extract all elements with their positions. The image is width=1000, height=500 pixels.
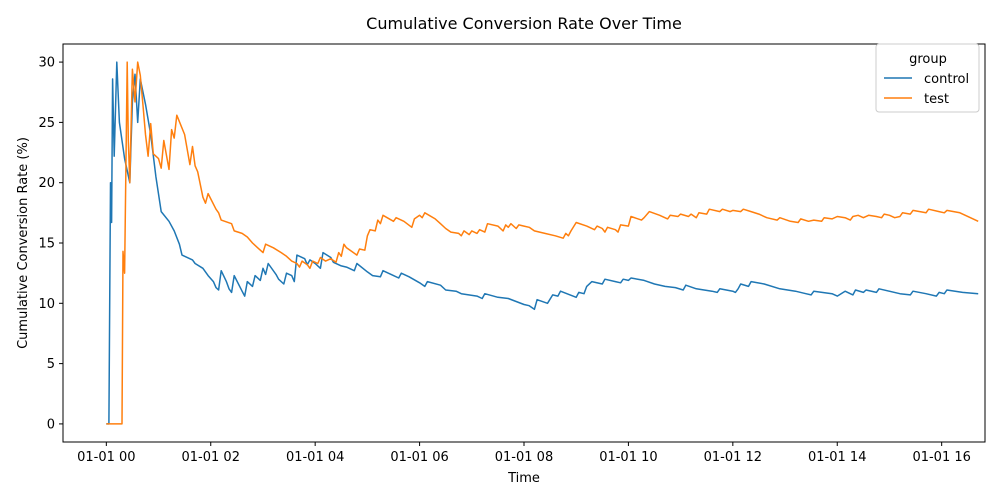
y-tick-label: 10 xyxy=(38,297,55,312)
x-axis-label: Time xyxy=(507,471,540,486)
y-tick-label: 30 xyxy=(38,56,55,71)
x-tick-label: 01-01 10 xyxy=(599,450,657,465)
x-tick-label: 01-01 14 xyxy=(808,450,866,465)
legend-title: group xyxy=(909,52,947,67)
x-axis: 01-01 00 01-01 02 01-01 04 01-01 06 01-01 08… xyxy=(77,442,971,465)
chart-title: Cumulative Conversion Rate Over Time xyxy=(366,14,682,33)
series-layer xyxy=(106,61,979,425)
x-tick-label: 01-01 16 xyxy=(912,450,970,465)
x-tick-label: 01-01 04 xyxy=(286,450,344,465)
legend-label-control: control xyxy=(924,72,969,87)
legend: group control test xyxy=(875,43,980,113)
x-tick-label: 01-01 06 xyxy=(390,450,448,465)
legend-box xyxy=(875,43,980,113)
x-tick-label: 01-01 08 xyxy=(495,450,553,465)
series-line-test xyxy=(106,61,979,425)
y-tick-label: 20 xyxy=(38,176,55,191)
y-axis: 0 5 10 15 20 25 30 xyxy=(38,56,63,432)
legend-label-test: test xyxy=(924,92,949,107)
y-tick-label: 15 xyxy=(38,237,55,252)
y-tick-label: 25 xyxy=(38,116,55,131)
x-tick-label: 01-01 02 xyxy=(182,450,240,465)
y-tick-label: 0 xyxy=(47,417,55,432)
y-tick-label: 5 xyxy=(47,357,55,372)
y-axis-label: Cumulative Conversion Rate (%) xyxy=(16,137,31,349)
series-line-control xyxy=(106,61,979,425)
x-tick-label: 01-01 00 xyxy=(77,450,135,465)
x-tick-label: 01-01 12 xyxy=(704,450,762,465)
